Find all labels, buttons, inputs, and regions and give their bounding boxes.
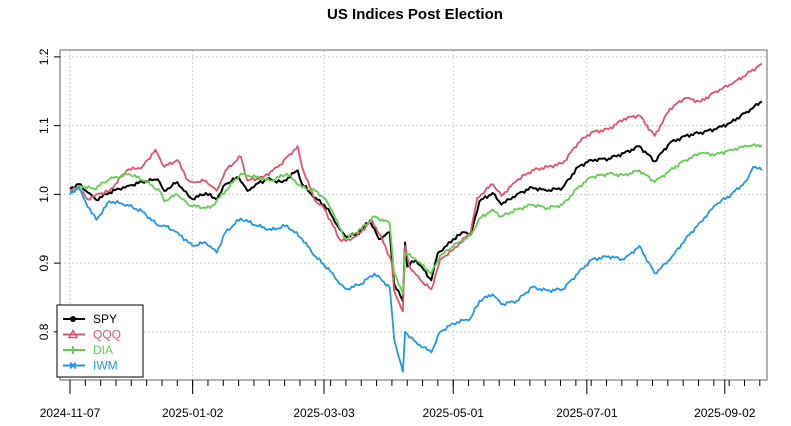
plot-frame [59,49,768,381]
x-tick-label: 2025-01-02 [162,406,224,420]
x-tick-label: 2025-05-01 [423,406,485,420]
legend-marker-plus [69,346,77,354]
legend-label-dia: DIA [93,343,113,357]
x-axis: 2024-11-07 2025-01-02 2025-03-03 2025-05-01… [40,380,761,420]
y-tick-label: 1.2 [37,48,51,65]
legend-label-iwm: IWM [93,359,118,373]
y-tick-label: 1.1 [37,117,51,134]
grid-lines [60,50,767,380]
y-tick-label: 0.9 [37,254,51,271]
y-axis: 0.8 0.9 1.0 1.1 1.2 [37,48,60,340]
x-tick-label: 2025-03-03 [293,406,355,420]
x-tick-label: 2024-11-07 [40,406,101,420]
chart-title: US Indices Post Election [327,6,503,23]
y-tick-label: 1.0 [37,186,51,203]
x-tick-label: 2025-07-01 [556,406,618,420]
series-line-qqq [69,62,763,313]
series-layer [69,62,763,373]
y-tick-label: 0.8 [37,323,51,340]
x-tick-label: 2025-09-02 [694,406,756,420]
legend-marker-cross [69,361,77,370]
series-line-dia [69,143,763,295]
legend-marker-triangle [67,328,79,339]
series-line-spy [69,100,763,302]
legend-label-spy: SPY [93,312,117,326]
legend-marker-dot [70,316,76,322]
legend-label-qqq: QQQ [93,328,121,342]
series-line-iwm [69,165,763,373]
